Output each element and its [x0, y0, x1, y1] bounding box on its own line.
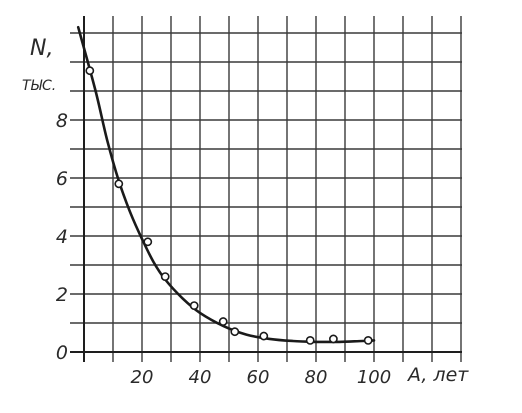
- data-point: [305, 335, 315, 345]
- y-tick-label: 8: [56, 110, 68, 132]
- x-tick-label: 40: [189, 367, 212, 388]
- data-point: [143, 237, 153, 247]
- data-point: [363, 335, 373, 345]
- y-tick-label: 2: [56, 284, 68, 306]
- x-tick-label: 20: [131, 367, 154, 388]
- y-tick-label: 0: [56, 342, 68, 364]
- data-point: [218, 317, 228, 326]
- y-axis-unit: ТЫС.: [22, 78, 56, 94]
- data-points: [85, 66, 373, 345]
- data-point: [189, 301, 199, 310]
- tick-labels: 20 40 60 80 100 0 2 4 6 8: [56, 110, 391, 388]
- axes: [70, 16, 462, 362]
- data-point: [259, 331, 269, 341]
- x-axis-label: A, лет: [406, 364, 469, 386]
- data-point: [230, 327, 240, 337]
- y-tick-label: 4: [56, 226, 68, 248]
- data-point: [85, 66, 95, 76]
- data-point: [114, 179, 124, 189]
- x-tick-label: 100: [357, 367, 391, 388]
- y-tick-label: 6: [56, 168, 68, 190]
- y-axis-label: N,: [30, 36, 53, 61]
- grid: [70, 16, 462, 362]
- x-tick-label: 60: [247, 367, 270, 388]
- x-tick-label: 80: [305, 367, 328, 388]
- data-point: [328, 334, 338, 344]
- data-point: [160, 272, 170, 281]
